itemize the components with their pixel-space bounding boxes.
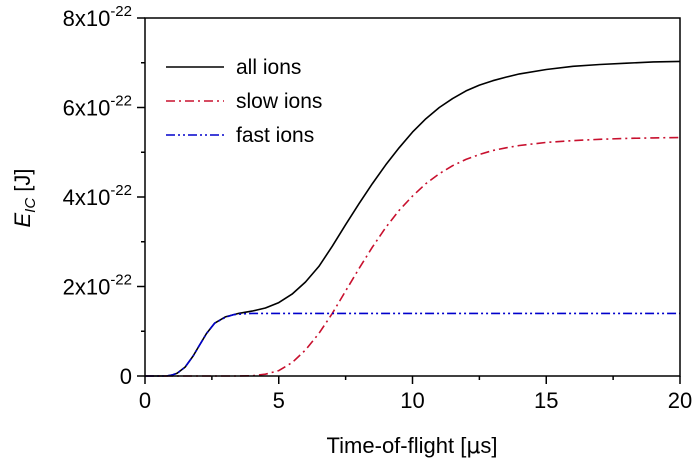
- x-axis-title: Time-of-flight [μs]: [327, 433, 498, 459]
- x-tick-label: 10: [400, 388, 424, 413]
- y-axis-title-unit: [J]: [10, 168, 35, 197]
- x-tick-label: 20: [668, 388, 692, 413]
- x-tick-label: 0: [139, 388, 151, 413]
- x-axis-title-mu: μ: [466, 434, 480, 459]
- y-tick-label: 0: [120, 364, 132, 389]
- y-axis-title: EIC [J]: [10, 168, 39, 227]
- y-axis-title-main: E: [10, 213, 35, 228]
- x-tick-label: 15: [534, 388, 558, 413]
- y-tick-label: 8x10-22: [63, 3, 132, 31]
- x-axis-title-unit: s]: [480, 433, 497, 458]
- series-lines: [145, 60, 681, 377]
- legend-label: slow ions: [236, 90, 322, 113]
- axis-tick-labels: 0 5 10 15 20 0 2x10-22 4x10-22 6x10-22 8x10-22: [63, 3, 693, 413]
- x-tick-label: 5: [273, 388, 285, 413]
- axis-ticks: [137, 17, 681, 384]
- y-tick-label: 4x10-22: [63, 182, 132, 210]
- series-line-slow-ions: [145, 136, 681, 377]
- legend-label: all ions: [236, 56, 301, 79]
- series-line-all-ions: [145, 60, 681, 377]
- y-tick-label: 6x10-22: [63, 93, 132, 121]
- y-axis-title-sub: IC: [22, 198, 39, 213]
- y-tick-label: 2x10-22: [63, 272, 132, 300]
- series-line-fast-ions: [145, 312, 680, 377]
- legend-label: fast ions: [236, 124, 314, 147]
- x-axis-title-main: Time-of-flight [: [327, 433, 467, 458]
- legend: all ions slow ions fast ions: [166, 56, 322, 147]
